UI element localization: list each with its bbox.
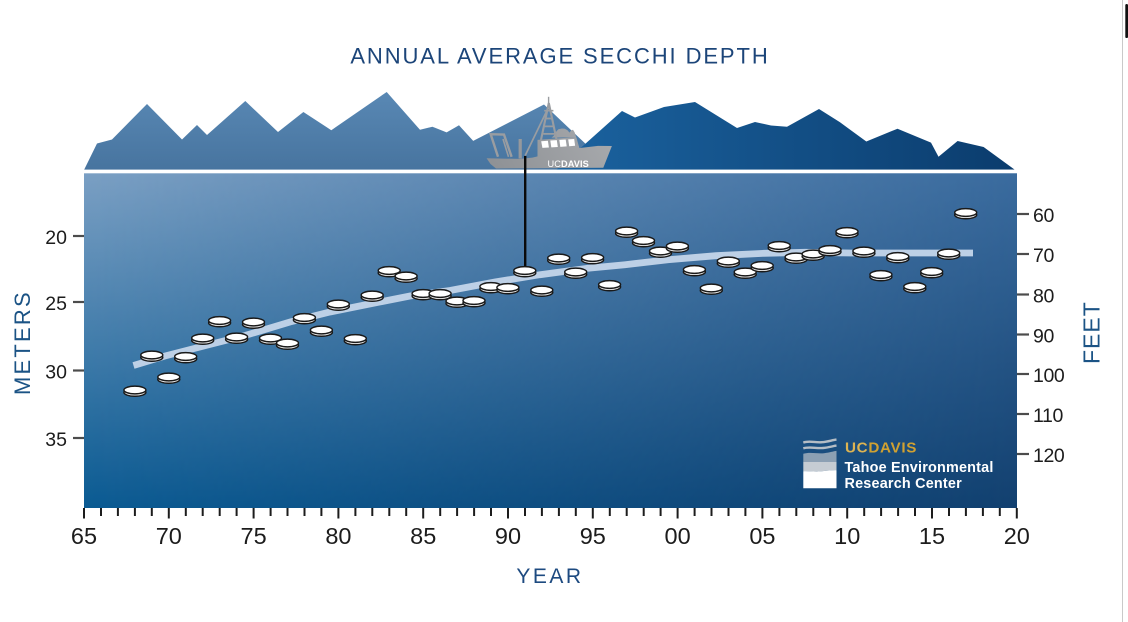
svg-text:70: 70 [1033,245,1054,267]
svg-text:35: 35 [45,429,67,451]
svg-text:80: 80 [1033,286,1054,308]
svg-text:UCDAVIS: UCDAVIS [548,159,589,169]
svg-text:YEAR: YEAR [516,565,583,588]
svg-text:80: 80 [325,523,351,549]
svg-text:95: 95 [580,523,606,549]
svg-text:60: 60 [1033,205,1054,227]
svg-text:90: 90 [1033,326,1054,348]
svg-text:30: 30 [45,362,67,384]
svg-text:65: 65 [71,523,97,549]
svg-text:120: 120 [1033,445,1065,467]
svg-text:UCDAVIS: UCDAVIS [845,440,917,457]
svg-text:10: 10 [834,523,860,549]
svg-text:20: 20 [45,227,67,249]
svg-text:ANNUAL AVERAGE SECCHI DEPTH: ANNUAL AVERAGE SECCHI DEPTH [350,44,769,69]
svg-text:00: 00 [665,523,691,549]
svg-text:05: 05 [749,523,775,549]
svg-text:FEET: FEET [1079,301,1105,364]
svg-text:70: 70 [156,523,182,549]
svg-text:100: 100 [1033,365,1065,387]
svg-text:25: 25 [45,293,67,315]
svg-text:15: 15 [919,523,945,549]
svg-text:20: 20 [1004,523,1030,549]
svg-text:Tahoe Environmental: Tahoe Environmental [845,460,994,476]
svg-text:85: 85 [410,523,436,549]
svg-text:110: 110 [1033,405,1063,427]
svg-text:90: 90 [495,523,521,549]
svg-text:METERS: METERS [10,290,35,395]
svg-text:Research Center: Research Center [845,476,963,492]
svg-text:75: 75 [241,523,267,549]
